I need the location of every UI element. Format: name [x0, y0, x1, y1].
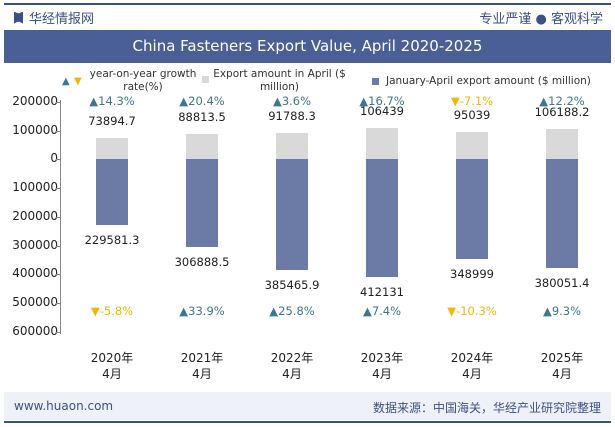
y-tick-label: 200000	[12, 208, 58, 223]
bar-april	[96, 137, 128, 159]
y-tick-mark	[56, 331, 60, 333]
legend-jan-apr: January-April export amount ($ million)	[372, 75, 612, 88]
y-tick-label: 400000	[12, 266, 58, 281]
y-tick-mark	[56, 130, 60, 132]
y-tick-label: 600000	[12, 323, 58, 338]
bar-jan-apr	[546, 159, 578, 269]
x-tick-label: 2021年 4月	[181, 350, 224, 382]
y-tick-mark	[56, 188, 60, 190]
x-tick-line: 2025年	[540, 351, 584, 365]
bar-april	[186, 133, 218, 159]
label-jan-apr: 229581.3	[84, 232, 140, 247]
y-tick-label: 100000	[12, 122, 58, 137]
label-april: 106188.2	[534, 104, 590, 119]
label-april: 95039	[453, 107, 491, 122]
bar-jan-apr	[366, 159, 398, 278]
y-tick-label: 100000	[12, 180, 58, 195]
brand-name: 华经情报网	[29, 12, 95, 27]
bar-jan-apr	[96, 159, 128, 225]
y-tick-mark	[56, 159, 60, 161]
y-tick-mark	[56, 216, 60, 218]
label-april: 91788.3	[268, 108, 316, 123]
x-tick-label: 2022年 4月	[271, 350, 314, 382]
label-april: 106439	[360, 104, 404, 119]
x-tick-line: 4月	[192, 367, 212, 381]
bar-jan-apr	[456, 159, 488, 260]
growth-jan-apr: ▼-5.8%	[90, 304, 134, 318]
y-tick-label: 200000	[12, 94, 58, 108]
footer-url[interactable]: www.huaon.com	[14, 399, 114, 413]
growth-jan-apr: ▲25.8%	[269, 304, 315, 318]
growth-jan-apr: ▼-10.3%	[447, 304, 497, 318]
bottom-rule	[4, 421, 611, 423]
x-tick-line: 4月	[282, 367, 302, 381]
y-axis	[60, 100, 61, 334]
growth-jan-apr: ▲33.9%	[179, 304, 225, 318]
growth-april: ▼-7.1%	[450, 94, 494, 108]
bar-april	[276, 132, 308, 159]
footer-bar	[4, 392, 611, 420]
bar-jan-apr	[276, 159, 308, 270]
chart-title: China Fasteners Export Value, April 2020…	[4, 30, 611, 63]
x-tick-line: 4月	[102, 367, 122, 381]
x-tick-line: 2021年	[180, 351, 224, 365]
x-tick-line: 2023年	[360, 351, 404, 365]
brand: 华经情报网	[14, 8, 94, 27]
label-jan-apr: 348999	[450, 267, 494, 282]
down-triangle-icon: ▼	[74, 76, 82, 87]
x-tick-line: 4月	[462, 367, 482, 381]
legend-swatch	[202, 76, 209, 83]
growth-april: ▲16.7%	[359, 94, 405, 108]
x-tick-line: 2022年	[270, 351, 314, 365]
label-jan-apr: 306888.5	[174, 255, 230, 270]
label-jan-apr: 380051.4	[534, 276, 590, 291]
legend-growth: ▲ ▼ year-on-year growth rate(%)	[62, 68, 202, 94]
label-jan-apr: 385465.9	[264, 277, 320, 292]
label-april: 73894.7	[88, 113, 136, 128]
bar-jan-apr	[186, 159, 218, 248]
top-rule	[4, 3, 611, 5]
bar-april	[456, 131, 488, 159]
legend-swatch	[372, 78, 379, 85]
x-tick-label: 2023年 4月	[361, 350, 404, 382]
y-tick-label: 500000	[12, 294, 58, 309]
y-tick-label: 0	[50, 151, 58, 166]
y-tick-mark	[56, 245, 60, 247]
footer-source: 数据来源：中国海关，华经产业研究院整理	[372, 401, 601, 415]
logo-icon	[14, 11, 23, 24]
x-tick-line: 4月	[552, 367, 572, 381]
up-triangle-icon: ▲	[62, 76, 70, 87]
slogan: 专业严谨 ● 客观科学	[479, 12, 603, 27]
y-tick-label: 300000	[12, 237, 58, 252]
y-tick-mark	[56, 302, 60, 304]
bar-april	[366, 128, 398, 159]
legend-april-label: Export amount in April ($ million)	[213, 68, 346, 93]
growth-april: ▲20.4%	[179, 94, 225, 108]
x-tick-line: 4月	[372, 367, 392, 381]
x-tick-line: 2020年	[90, 351, 134, 365]
growth-jan-apr: ▲9.3%	[542, 304, 582, 318]
y-tick-mark	[56, 274, 60, 276]
legend-growth-label: year-on-year growth rate(%)	[89, 68, 197, 93]
legend-jan-apr-label: January-April export amount ($ million)	[386, 75, 591, 87]
bar-april	[546, 128, 578, 159]
x-tick-label: 2025年 4月	[541, 350, 584, 382]
x-tick-line: 2024年	[450, 351, 494, 365]
growth-april: ▲12.2%	[539, 94, 585, 108]
growth-jan-apr: ▲7.4%	[362, 304, 402, 318]
legend-april: Export amount in April ($ million)	[200, 68, 350, 94]
label-april: 88813.5	[178, 109, 226, 124]
y-tick-mark	[56, 102, 60, 103]
x-tick-label: 2024年 4月	[451, 350, 494, 382]
x-tick-label: 2020年 4月	[91, 350, 134, 382]
growth-april: ▲14.3%	[89, 94, 135, 108]
label-jan-apr: 412131	[360, 285, 404, 300]
growth-april: ▲3.6%	[272, 94, 312, 108]
